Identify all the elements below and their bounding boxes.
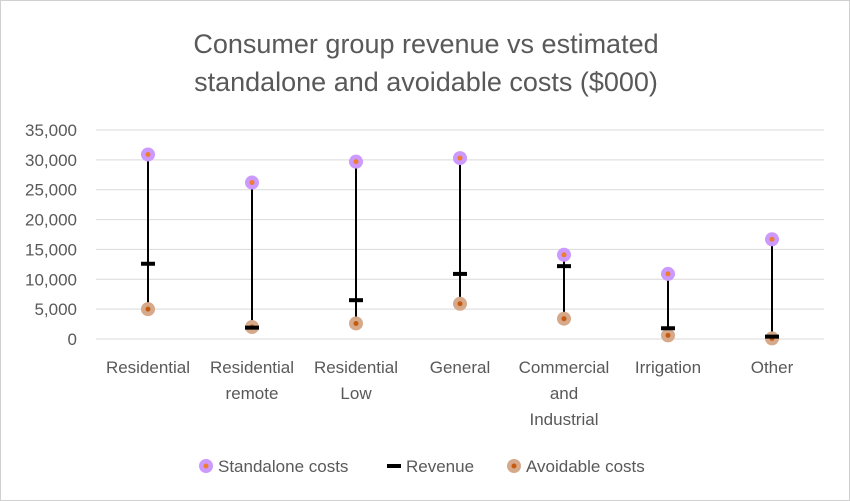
legend-label: Revenue — [406, 457, 474, 476]
range-lines — [147, 154, 773, 339]
y-tick-label: 10,000 — [25, 270, 77, 289]
x-category-label: Low — [340, 384, 372, 403]
x-category-label: Other — [751, 358, 794, 377]
x-category-label: Irrigation — [635, 358, 701, 377]
x-category-label: Residential — [314, 358, 398, 377]
avoidable-cost-point-center — [353, 320, 359, 326]
x-category-label: remote — [226, 384, 279, 403]
legend-label: Avoidable costs — [526, 457, 645, 476]
avoidable-cost-point-center — [457, 301, 463, 307]
x-axis-category-labels: Residential Residential remote Residential L… — [106, 358, 794, 429]
x-category-label: General — [430, 358, 490, 377]
legend: Standalone costs Revenue Avoidable costs — [199, 457, 645, 476]
y-tick-label: 20,000 — [25, 211, 77, 230]
standalone-cost-point-center — [353, 159, 359, 165]
legend-marker-center — [203, 463, 209, 469]
title-line-1: Consumer group revenue vs estimated — [193, 29, 658, 59]
y-tick-label: 25,000 — [25, 181, 77, 200]
y-tick-label: 30,000 — [25, 151, 77, 170]
x-category-label: Residential — [210, 358, 294, 377]
avoidable-cost-point-center — [665, 332, 671, 338]
y-tick-label: 5,000 — [34, 300, 77, 319]
avoidable-cost-point-center — [561, 316, 567, 322]
x-category-label: Commercial — [519, 358, 610, 377]
x-category-label: Residential — [106, 358, 190, 377]
legend-marker-center — [511, 463, 517, 469]
data-marks — [141, 147, 779, 346]
standalone-cost-point-center — [145, 151, 151, 157]
standalone-cost-point-center — [769, 236, 775, 242]
x-category-label: Industrial — [530, 410, 599, 429]
title-line-2: standalone and avoidable costs ($000) — [194, 67, 658, 97]
y-tick-label: 15,000 — [25, 240, 77, 259]
standalone-cost-point-center — [249, 180, 255, 186]
standalone-cost-point-center — [665, 271, 671, 277]
legend-label: Standalone costs — [218, 457, 348, 476]
avoidable-cost-point-center — [145, 306, 151, 312]
y-tick-label: 35,000 — [25, 121, 77, 140]
standalone-cost-point-center — [457, 155, 463, 161]
chart-title: Consumer group revenue vs estimated stand… — [193, 29, 658, 97]
x-category-label: and — [550, 384, 578, 403]
y-axis-tick-labels: 0 5,000 10,000 15,000 20,000 25,000 30,000 35,0… — [25, 121, 77, 349]
y-tick-label: 0 — [68, 330, 77, 349]
standalone-cost-point-center — [561, 252, 567, 258]
